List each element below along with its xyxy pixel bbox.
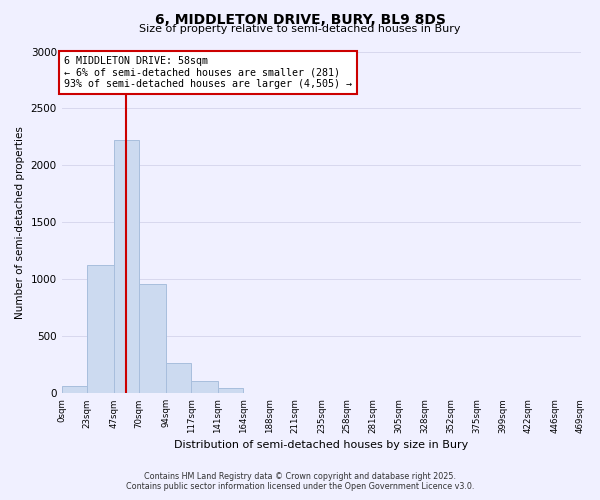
- Bar: [166, 363, 191, 394]
- Text: Size of property relative to semi-detached houses in Bury: Size of property relative to semi-detach…: [139, 24, 461, 34]
- Text: 6 MIDDLETON DRIVE: 58sqm
← 6% of semi-detached houses are smaller (281)
93% of s: 6 MIDDLETON DRIVE: 58sqm ← 6% of semi-de…: [64, 56, 352, 90]
- Bar: [113, 140, 139, 394]
- Y-axis label: Number of semi-detached properties: Number of semi-detached properties: [15, 126, 25, 319]
- Bar: [87, 264, 113, 394]
- Bar: [62, 386, 87, 394]
- Bar: [218, 388, 243, 394]
- Bar: [243, 392, 269, 394]
- Text: Contains HM Land Registry data © Crown copyright and database right 2025.
Contai: Contains HM Land Registry data © Crown c…: [126, 472, 474, 491]
- Bar: [191, 382, 218, 394]
- Text: 6, MIDDLETON DRIVE, BURY, BL9 8DS: 6, MIDDLETON DRIVE, BURY, BL9 8DS: [155, 12, 445, 26]
- Bar: [139, 284, 166, 394]
- X-axis label: Distribution of semi-detached houses by size in Bury: Distribution of semi-detached houses by …: [174, 440, 468, 450]
